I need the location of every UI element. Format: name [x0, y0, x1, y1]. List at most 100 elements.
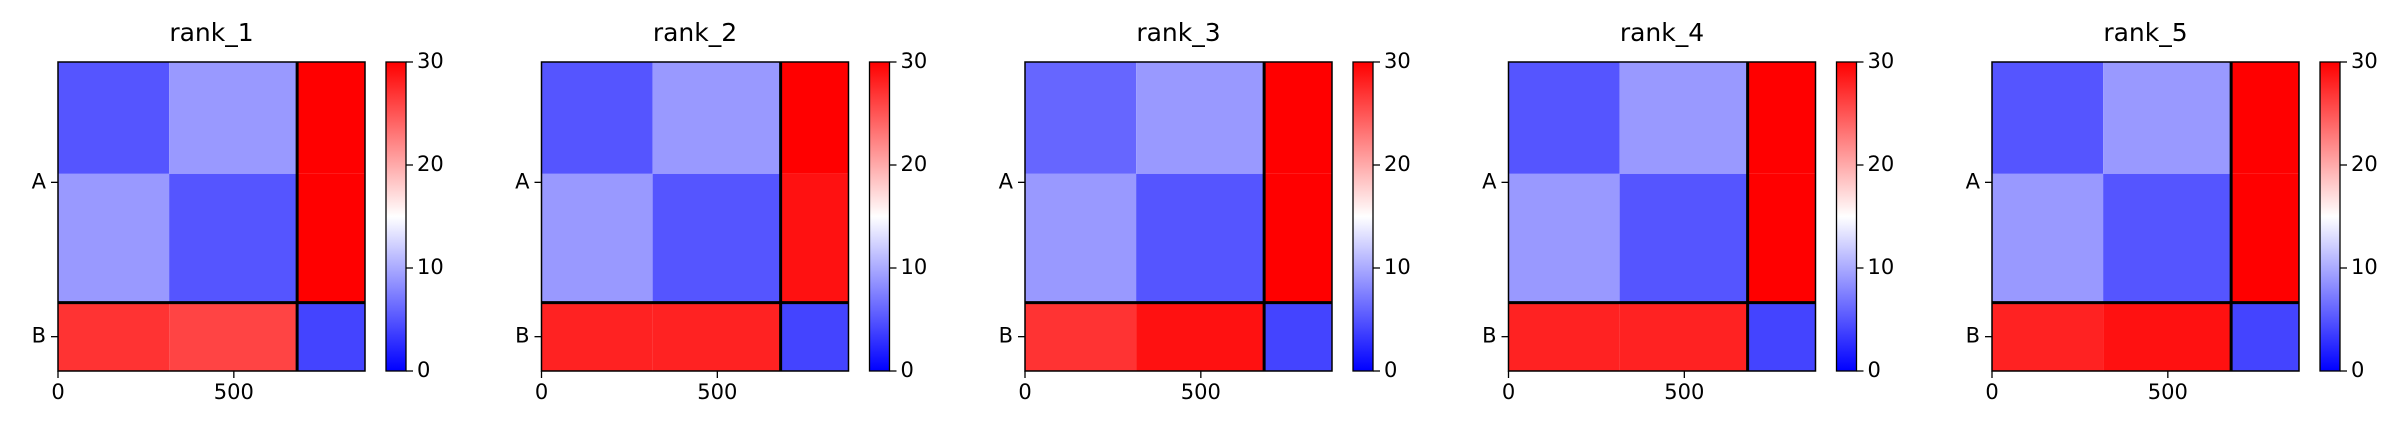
heatmap-cell: [169, 62, 298, 174]
heatmap-cell: [1264, 62, 1332, 174]
colorbar-tick-label: 0: [417, 358, 430, 382]
colorbar: [2319, 61, 2341, 372]
panel-title: rank_3: [1136, 18, 1220, 47]
colorbar-tick-label: 20: [1384, 152, 1411, 176]
y-tick-label: A: [1966, 169, 1981, 193]
heatmap-cell: [1025, 62, 1137, 174]
colorbar-tick-label: 10: [1384, 255, 1411, 279]
heatmap-cell: [1136, 173, 1265, 303]
heatmap-cell: [2231, 173, 2299, 303]
heatmap-cell: [2103, 173, 2232, 303]
heatmap-cell: [652, 173, 781, 303]
heatmap-cell: [169, 302, 298, 371]
y-tick-label: A: [999, 169, 1014, 193]
x-tick-label: 500: [697, 380, 737, 404]
heatmap-cell: [652, 302, 781, 371]
heatmap-cell: [1264, 302, 1332, 371]
panel-title: rank_4: [1620, 18, 1704, 47]
colorbar-tick-label: 0: [1384, 358, 1397, 382]
x-tick-label: 0: [1502, 380, 1515, 404]
colorbar-tick-label: 30: [901, 49, 928, 73]
panel-title: rank_5: [2103, 18, 2187, 47]
heatmap-cell: [780, 302, 849, 371]
heatmap-cell: [780, 173, 849, 303]
heatmap-cell: [1747, 62, 1816, 174]
x-tick-label: 0: [1985, 380, 1998, 404]
colorbar-tick-label: 20: [417, 152, 444, 176]
panel-title: rank_1: [169, 18, 253, 47]
heatmap-cell: [297, 173, 365, 303]
colorbar-tick-label: 20: [901, 152, 928, 176]
y-tick-label: B: [515, 324, 529, 348]
heatmap-cell: [1992, 62, 2104, 174]
heatmap-cell: [1136, 302, 1265, 371]
colorbar-tick-label: 30: [1384, 49, 1411, 73]
colorbar-tick-label: 0: [2351, 358, 2364, 382]
heatmap-cell: [541, 302, 653, 371]
heatmap-cell: [541, 62, 653, 174]
colorbar-tick-label: 30: [1868, 49, 1895, 73]
colorbar: [1835, 61, 1858, 372]
colorbar-tick-label: 30: [417, 49, 444, 73]
heatmap-cell: [58, 173, 170, 303]
plot-frame: [1024, 61, 1333, 372]
heatmap-cell: [2103, 302, 2232, 371]
heatmap-cell: [1508, 62, 1620, 174]
heatmap-cell: [2231, 302, 2299, 371]
heatmap-cell: [2103, 62, 2232, 174]
colorbar-tick-label: 0: [901, 358, 914, 382]
x-tick-label: 0: [535, 380, 548, 404]
heatmap-cell: [1992, 173, 2104, 303]
plot-frame: [1991, 61, 2300, 372]
heatmap-cell: [2231, 62, 2299, 174]
heatmap-cell: [541, 173, 653, 303]
colorbar-tick-label: 20: [1868, 152, 1895, 176]
plot-frame: [540, 61, 850, 372]
heatmap-cell: [58, 62, 170, 174]
x-tick-label: 500: [214, 380, 254, 404]
x-tick-label: 500: [1181, 380, 1221, 404]
x-tick-label: 0: [1018, 380, 1031, 404]
y-tick-label: B: [1966, 324, 1980, 348]
y-tick-label: B: [1482, 324, 1496, 348]
y-tick-label: A: [1482, 169, 1497, 193]
heatmap-cell: [652, 62, 781, 174]
y-tick-label: A: [515, 169, 530, 193]
heatmap-cell: [1508, 173, 1620, 303]
heatmap-cell: [1025, 173, 1137, 303]
heatmap-cell: [1619, 302, 1748, 371]
colorbar-tick-label: 10: [417, 255, 444, 279]
colorbar: [385, 61, 407, 372]
heatmap-cell: [297, 302, 365, 371]
heatmap-cell: [1619, 62, 1748, 174]
heatmap-cell: [1619, 173, 1748, 303]
colorbar-tick-label: 20: [2351, 152, 2378, 176]
heatmap-cell: [58, 302, 170, 371]
colorbar: [1352, 61, 1374, 372]
x-tick-label: 500: [1664, 380, 1704, 404]
heatmap-cell: [1136, 62, 1265, 174]
heatmap-cell: [1025, 302, 1137, 371]
heatmap-cell: [1264, 173, 1332, 303]
heatmap-cell: [1992, 302, 2104, 371]
colorbar-tick-label: 30: [2351, 49, 2378, 73]
heatmap-cell: [1747, 173, 1816, 303]
y-tick-label: A: [32, 169, 47, 193]
colorbar-tick-label: 10: [901, 255, 928, 279]
heatmap-cell: [1747, 302, 1816, 371]
colorbar-tick-label: 10: [1868, 255, 1895, 279]
x-tick-label: 0: [51, 380, 64, 404]
colorbar-tick-label: 10: [2351, 255, 2378, 279]
x-tick-label: 500: [2148, 380, 2188, 404]
colorbar-tick-label: 0: [1868, 358, 1881, 382]
heatmap-cell: [297, 62, 365, 174]
plot-frame: [57, 61, 366, 372]
panel-title: rank_2: [653, 18, 737, 47]
heatmap-cell: [1508, 302, 1620, 371]
y-tick-label: B: [32, 324, 46, 348]
colorbar: [868, 61, 891, 372]
heatmap-cell: [169, 173, 298, 303]
heatmap-cell: [780, 62, 849, 174]
y-tick-label: B: [999, 324, 1013, 348]
